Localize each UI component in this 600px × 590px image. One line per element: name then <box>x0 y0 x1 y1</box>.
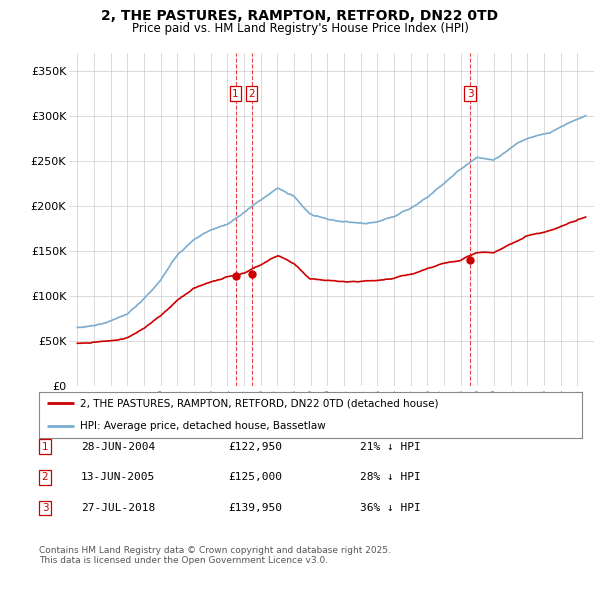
Text: 2: 2 <box>41 473 49 482</box>
Text: 1: 1 <box>232 88 239 99</box>
Text: Price paid vs. HM Land Registry's House Price Index (HPI): Price paid vs. HM Land Registry's House … <box>131 22 469 35</box>
Text: 3: 3 <box>467 88 473 99</box>
Text: 13-JUN-2005: 13-JUN-2005 <box>81 473 155 482</box>
Text: Contains HM Land Registry data © Crown copyright and database right 2025.
This d: Contains HM Land Registry data © Crown c… <box>39 546 391 565</box>
Text: 2: 2 <box>248 88 255 99</box>
Text: 28% ↓ HPI: 28% ↓ HPI <box>360 473 421 482</box>
Text: £139,950: £139,950 <box>228 503 282 513</box>
Text: 1: 1 <box>41 442 49 451</box>
Text: £122,950: £122,950 <box>228 442 282 451</box>
Text: 21% ↓ HPI: 21% ↓ HPI <box>360 442 421 451</box>
Text: 28-JUN-2004: 28-JUN-2004 <box>81 442 155 451</box>
Text: 2, THE PASTURES, RAMPTON, RETFORD, DN22 0TD: 2, THE PASTURES, RAMPTON, RETFORD, DN22 … <box>101 9 499 23</box>
Text: 3: 3 <box>41 503 49 513</box>
Text: 2, THE PASTURES, RAMPTON, RETFORD, DN22 0TD (detached house): 2, THE PASTURES, RAMPTON, RETFORD, DN22 … <box>80 398 438 408</box>
Text: 36% ↓ HPI: 36% ↓ HPI <box>360 503 421 513</box>
Text: £125,000: £125,000 <box>228 473 282 482</box>
Text: HPI: Average price, detached house, Bassetlaw: HPI: Average price, detached house, Bass… <box>80 421 325 431</box>
Text: 27-JUL-2018: 27-JUL-2018 <box>81 503 155 513</box>
